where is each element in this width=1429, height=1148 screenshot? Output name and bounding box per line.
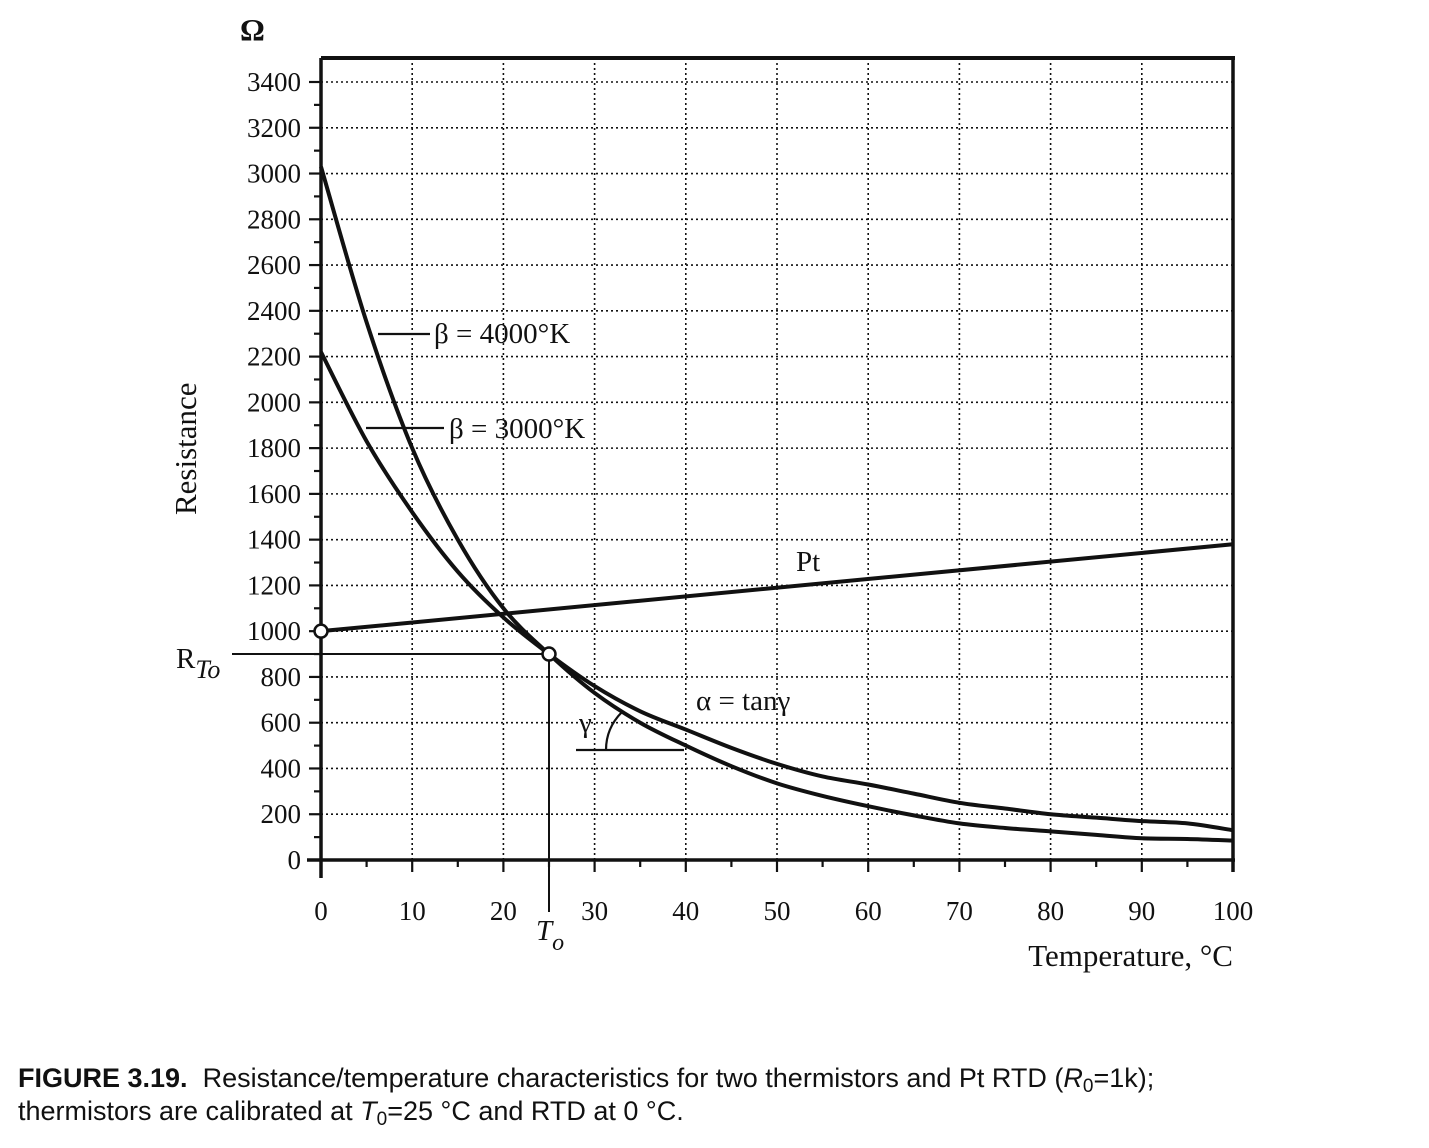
- to-label: To: [536, 915, 564, 956]
- y-tick-label: 600: [261, 708, 302, 738]
- caption-text-2: thermistors are calibrated at: [18, 1096, 361, 1126]
- resistance-temperature-chart: 0200400600800100012001400160018002000220…: [168, 12, 1253, 973]
- y-tick-label: 400: [261, 753, 302, 783]
- caption-text-1-end: =1k);: [1093, 1063, 1155, 1093]
- caption-line-1: FIGURE 3.19. Resistance/temperature char…: [18, 1062, 1418, 1097]
- y-axis-title: Resistance: [168, 382, 203, 515]
- caption-text-1: Resistance/temperature characteristics f…: [202, 1063, 1064, 1093]
- t0-symbol: T: [360, 1096, 377, 1126]
- y-unit-label: Ω: [240, 12, 265, 47]
- annotations: Ω Resistance Temperature, °C β = 4000°K …: [168, 12, 1233, 973]
- beta3000-label: β = 3000°K: [449, 413, 585, 445]
- caption-line-2: thermistors are calibrated at T0=25 °C a…: [18, 1095, 1418, 1130]
- series-pt: [320, 542, 1234, 634]
- r0-symbol: R: [1063, 1063, 1083, 1093]
- y-tick-label: 1800: [247, 433, 301, 463]
- y-tick-label: 3200: [247, 113, 301, 143]
- grid-lines: [321, 58, 1233, 860]
- x-tick-label: 10: [399, 896, 426, 926]
- r0-sub: 0: [1082, 1076, 1094, 1097]
- y-tick-label: 0: [288, 845, 302, 875]
- y-tick-label: 2000: [247, 387, 301, 417]
- x-tick-label: 20: [490, 896, 517, 926]
- y-tick-label: 2200: [247, 342, 301, 372]
- y-tick-labels: 0 200 400 600 800 1000 1200 1400 1600 1800 2000 220…: [247, 67, 301, 875]
- x-tick-label: 90: [1128, 896, 1155, 926]
- y-tick-label: 1000: [247, 616, 301, 646]
- x-axis-title: Temperature, °C: [1028, 938, 1233, 973]
- x-tick-label: 0: [314, 896, 328, 926]
- x-tick-label: 70: [946, 896, 973, 926]
- y-tick-label: 2800: [247, 204, 301, 234]
- x-tick-label: 80: [1037, 896, 1064, 926]
- pt-label: Pt: [796, 546, 820, 578]
- figure-label: FIGURE 3.19.: [18, 1063, 188, 1093]
- series-beta-3000: [319, 351, 1234, 833]
- gamma-label: γ: [578, 707, 592, 739]
- rto-label: RTo: [176, 643, 220, 684]
- axis-ticks: [309, 80, 1235, 872]
- beta4000-label: β = 4000°K: [434, 318, 570, 350]
- figure-caption: FIGURE 3.19. Resistance/temperature char…: [18, 1062, 1418, 1130]
- x-tick-label: 30: [581, 896, 608, 926]
- series-lines: [319, 166, 1234, 843]
- x-tick-label: 50: [764, 896, 791, 926]
- y-tick-label: 800: [261, 662, 302, 692]
- y-tick-label: 200: [261, 799, 302, 829]
- y-tick-label: 3400: [247, 67, 301, 97]
- rtd-calibration-marker: [313, 623, 329, 639]
- series-beta-4000: [319, 166, 1234, 843]
- y-tick-label: 2600: [247, 250, 301, 280]
- y-tick-label: 3000: [247, 159, 301, 189]
- x-tick-labels: 0 10 20 30 40 50 60 70 80 90 100: [314, 896, 1253, 926]
- x-tick-label: 100: [1213, 896, 1254, 926]
- y-tick-label: 1200: [247, 570, 301, 600]
- t0-sub: 0: [376, 1109, 388, 1130]
- y-tick-label: 2400: [247, 296, 301, 326]
- alpha-label: α = tanγ: [696, 685, 790, 717]
- y-tick-label: 1600: [247, 479, 301, 509]
- x-tick-label: 60: [855, 896, 882, 926]
- gamma-arc: [604, 711, 623, 751]
- y-tick-label: 1400: [247, 525, 301, 555]
- x-tick-label: 40: [672, 896, 699, 926]
- plot-frame: [307, 56, 1235, 878]
- caption-text-2-end: =25 °C and RTD at 0 °C.: [387, 1096, 684, 1126]
- thermistor-calibration-marker: [541, 646, 557, 662]
